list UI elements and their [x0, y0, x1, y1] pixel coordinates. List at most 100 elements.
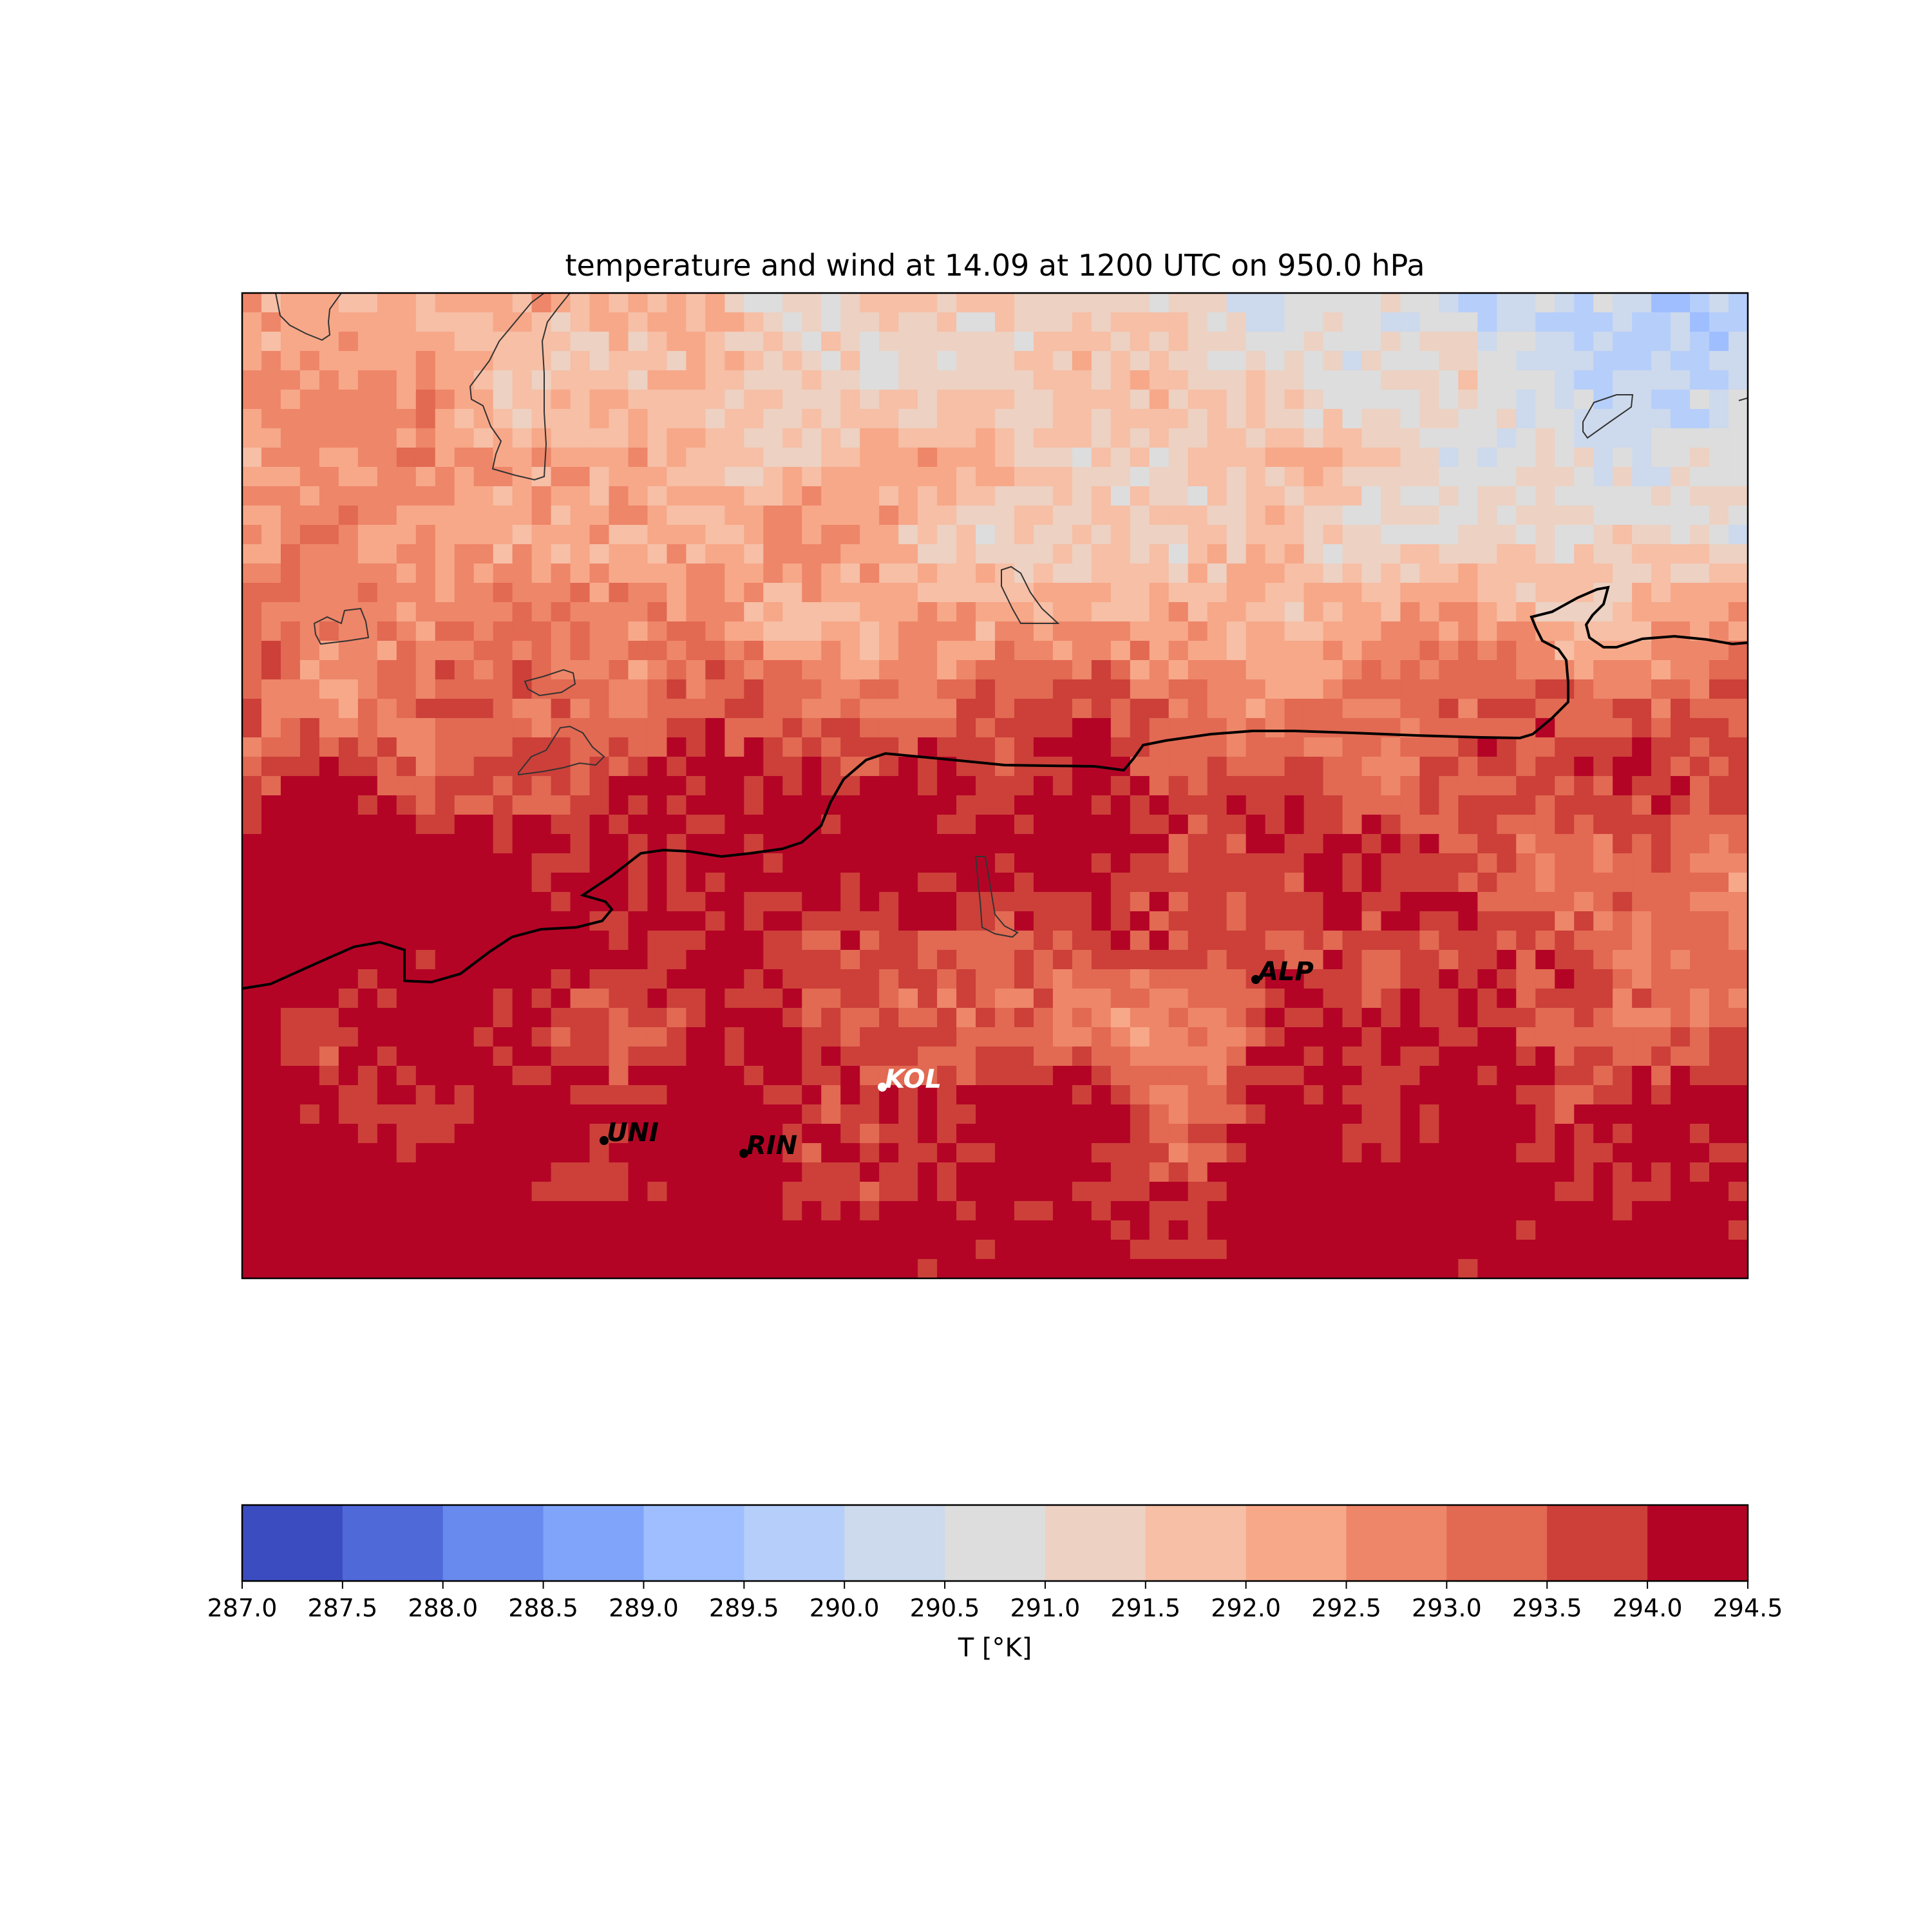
- temperature-cell: [512, 409, 533, 429]
- temperature-cell: [1458, 1143, 1479, 1163]
- temperature-cell: [280, 757, 301, 777]
- temperature-cell: [1014, 428, 1034, 448]
- temperature-cell: [1110, 428, 1131, 448]
- temperature-cell: [744, 776, 764, 796]
- temperature-cell: [1052, 737, 1073, 757]
- temperature-cell: [1207, 969, 1227, 989]
- temperature-cell: [1245, 583, 1266, 603]
- temperature-cell: [1361, 969, 1382, 989]
- temperature-cell: [1535, 873, 1555, 893]
- temperature-cell: [261, 390, 281, 410]
- temperature-cell: [705, 1220, 726, 1240]
- temperature-cell: [628, 931, 649, 951]
- temperature-cell: [319, 834, 339, 854]
- temperature-cell: [628, 525, 649, 545]
- temperature-cell: [1284, 390, 1305, 410]
- temperature-cell: [551, 1104, 571, 1124]
- temperature-cell: [1188, 1046, 1208, 1066]
- temperature-cell: [531, 989, 552, 1009]
- temperature-cell: [1458, 679, 1479, 699]
- temperature-cell: [1168, 1201, 1189, 1221]
- temperature-cell: [705, 931, 726, 951]
- temperature-cell: [1130, 428, 1150, 448]
- temperature-cell: [261, 795, 281, 815]
- temperature-cell: [415, 564, 436, 583]
- temperature-cell: [1555, 757, 1575, 777]
- temperature-cell: [1149, 834, 1170, 854]
- temperature-cell: [1323, 853, 1343, 873]
- temperature-cell: [879, 544, 899, 564]
- temperature-cell: [319, 1162, 339, 1182]
- temperature-cell: [280, 583, 301, 603]
- temperature-cell: [1381, 1220, 1401, 1240]
- temperature-cell: [937, 1162, 957, 1182]
- temperature-cell: [299, 1066, 320, 1086]
- temperature-cell: [1497, 351, 1517, 371]
- temperature-cell: [763, 1240, 783, 1260]
- temperature-cell: [1149, 931, 1170, 951]
- temperature-cell: [1690, 873, 1710, 893]
- temperature-cell: [628, 660, 649, 680]
- temperature-cell: [1226, 409, 1247, 429]
- temperature-cell: [1709, 718, 1729, 738]
- temperature-cell: [1613, 1046, 1633, 1066]
- temperature-cell: [1574, 911, 1594, 931]
- temperature-cell: [1149, 1162, 1170, 1182]
- temperature-cell: [840, 351, 860, 371]
- temperature-cell: [1091, 911, 1112, 931]
- temperature-cell: [319, 757, 339, 777]
- temperature-cell: [1651, 969, 1671, 989]
- temperature-cell: [531, 1085, 552, 1105]
- temperature-cell: [1265, 409, 1285, 429]
- temperature-cell: [1419, 699, 1440, 719]
- temperature-cell: [1072, 1240, 1092, 1260]
- temperature-cell: [1091, 795, 1112, 815]
- temperature-cell: [1709, 621, 1729, 641]
- temperature-cell: [705, 873, 726, 893]
- temperature-cell: [1671, 486, 1690, 506]
- temperature-cell: [1284, 1085, 1305, 1105]
- temperature-cell: [609, 390, 629, 410]
- temperature-cell: [647, 718, 668, 738]
- temperature-cell: [377, 969, 397, 989]
- temperature-cell: [377, 351, 397, 371]
- temperature-cell: [1014, 1104, 1034, 1124]
- temperature-cell: [1323, 641, 1343, 661]
- temperature-cell: [1323, 409, 1343, 429]
- temperature-cell: [1168, 448, 1189, 468]
- temperature-cell: [1728, 1143, 1748, 1163]
- temperature-cell: [1632, 969, 1652, 989]
- temperature-cell: [1361, 506, 1382, 526]
- temperature-cell: [1207, 428, 1227, 448]
- temperature-cell: [1381, 583, 1401, 603]
- temperature-cell: [686, 1124, 706, 1144]
- temperature-cell: [531, 853, 552, 873]
- temperature-cell: [1516, 911, 1536, 931]
- temperature-cell: [551, 448, 571, 468]
- temperature-cell: [1361, 911, 1382, 931]
- temperature-cell: [667, 911, 687, 931]
- temperature-cell: [1168, 873, 1189, 893]
- temperature-cell: [744, 737, 764, 757]
- temperature-cell: [821, 506, 841, 526]
- temperature-cell: [1207, 737, 1227, 757]
- temperature-cell: [1593, 312, 1613, 332]
- temperature-cell: [1091, 409, 1112, 429]
- temperature-cell: [1651, 911, 1671, 931]
- temperature-cell: [1091, 1259, 1112, 1278]
- temperature-cell: [821, 737, 841, 757]
- temperature-cell: [1690, 1104, 1710, 1124]
- temperature-cell: [1419, 1162, 1440, 1182]
- temperature-cell: [1168, 1085, 1189, 1105]
- temperature-cell: [782, 815, 802, 835]
- temperature-cell: [937, 1104, 957, 1124]
- temperature-cell: [1226, 332, 1247, 352]
- temperature-cell: [1690, 757, 1710, 777]
- temperature-cell: [261, 1220, 281, 1240]
- temperature-cell: [1651, 892, 1671, 912]
- temperature-cell: [1149, 467, 1170, 487]
- temperature-cell: [551, 699, 571, 719]
- temperature-cell: [821, 602, 841, 622]
- temperature-cell: [821, 390, 841, 410]
- temperature-cell: [551, 1046, 571, 1066]
